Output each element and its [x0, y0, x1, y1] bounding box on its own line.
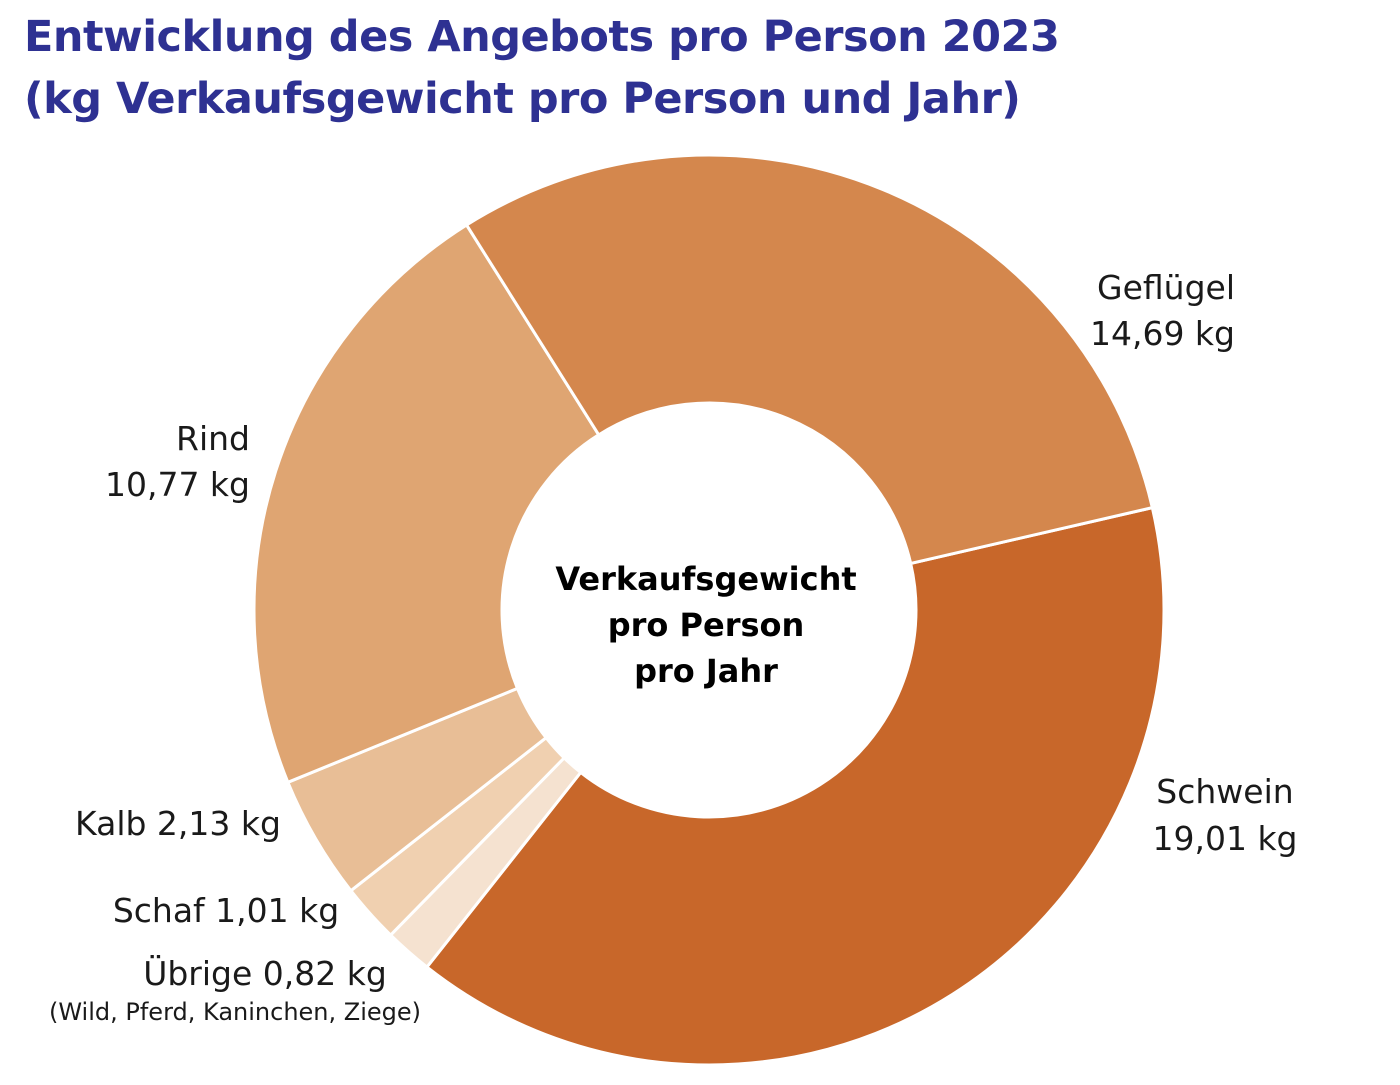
- slice-label-kalb: Kalb 2,13 kg: [75, 804, 281, 843]
- center-label-line-1: Verkaufsgewicht: [555, 560, 856, 598]
- chart-title-line-2: (kg Verkaufsgewicht pro Person und Jahr): [24, 74, 1021, 124]
- center-label: Verkaufsgewicht pro Person pro Jahr: [555, 560, 856, 690]
- slice-note-uebrige: (Wild, Pferd, Kaninchen, Ziege): [49, 998, 421, 1026]
- slice-rind: [252, 222, 601, 785]
- slice-label-schaf: Schaf 1,01 kg: [113, 891, 339, 930]
- slice-label-schwein-value: 19,01 kg: [1152, 819, 1297, 858]
- slice-label-rind-value: 10,77 kg: [105, 465, 250, 504]
- slice-label-rind: Rind: [176, 419, 250, 458]
- chart-title: Entwicklung des Angebots pro Person 2023…: [24, 6, 1060, 130]
- chart-title-line-1: Entwicklung des Angebots pro Person 2023: [24, 12, 1060, 62]
- center-label-line-3: pro Jahr: [634, 652, 778, 690]
- donut-slices: [252, 153, 1166, 1067]
- slice-schwein: [424, 505, 1166, 1067]
- slice-label-uebrige: Übrige 0,82 kg: [143, 953, 387, 993]
- slice-label-gefluegel-value: 14,69 kg: [1090, 314, 1235, 353]
- center-label-line-2: pro Person: [608, 606, 805, 644]
- slice-labels: Schwein 19,01 kg Übrige 0,82 kg (Wild, Pfer…: [49, 268, 1298, 1026]
- slice-gefluegel: [464, 153, 1155, 566]
- slice-label-gefluegel: Geflügel: [1097, 268, 1235, 307]
- slice-label-schwein: Schwein: [1156, 772, 1293, 811]
